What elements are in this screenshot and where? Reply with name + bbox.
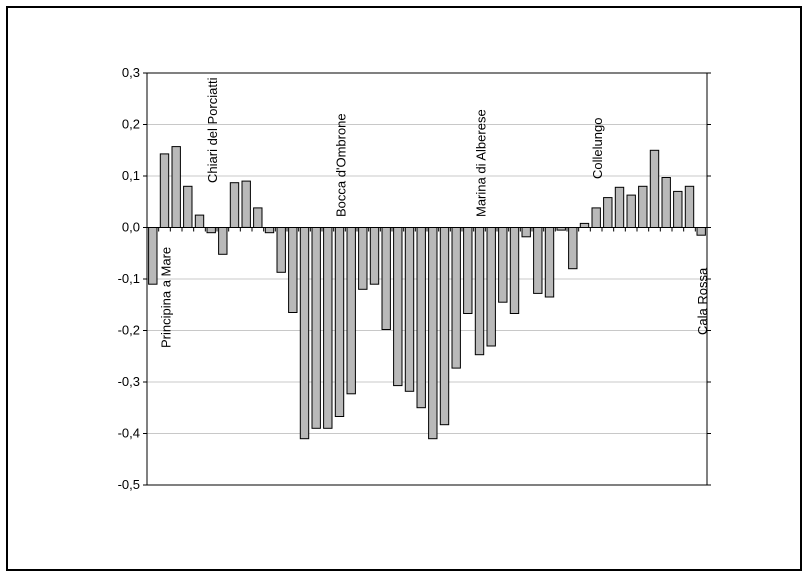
bar <box>346 227 356 395</box>
bar <box>241 180 251 228</box>
gridlines <box>147 72 707 486</box>
bar <box>463 227 473 314</box>
bar <box>603 197 613 229</box>
y-axis-ticks: -0,5 -0,4 -0,3 -0,2 -0,1 0,0 0,1 0,2 0,3 <box>118 65 711 492</box>
bar <box>323 227 333 429</box>
bar <box>404 227 415 392</box>
bar <box>474 227 485 356</box>
bar <box>591 207 601 228</box>
bar <box>614 186 625 229</box>
bar <box>416 227 426 409</box>
y-tick-label: 0,2 <box>122 117 140 132</box>
bar <box>381 227 391 330</box>
y-tick-label: -0,2 <box>118 323 140 338</box>
bar <box>451 227 461 369</box>
location-annotation: Bocca d'Ombrone <box>334 113 349 217</box>
bar <box>334 227 345 417</box>
bar <box>509 227 520 314</box>
bar <box>183 185 193 229</box>
y-tick-label: -0,5 <box>118 477 140 492</box>
chart-frame: -0,5 -0,4 -0,3 -0,2 -0,1 0,0 0,1 0,2 0,3 Princip… <box>6 6 802 571</box>
bar <box>253 207 263 228</box>
bar <box>626 194 636 229</box>
bar <box>358 227 368 290</box>
bar <box>638 185 648 229</box>
bar <box>544 227 555 298</box>
bar <box>486 227 496 347</box>
location-annotation: Collelungo <box>590 118 605 179</box>
bar <box>568 227 578 270</box>
y-tick-label: 0,1 <box>122 168 140 183</box>
bar-chart: -0,5 -0,4 -0,3 -0,2 -0,1 0,0 0,1 0,2 0,3 Princip… <box>118 65 711 492</box>
bar <box>673 190 683 228</box>
bars <box>148 146 706 440</box>
bar <box>194 214 205 229</box>
bar <box>533 227 543 294</box>
bar <box>661 177 671 228</box>
bar <box>498 227 508 303</box>
y-tick-label: 0,0 <box>122 220 140 235</box>
bar <box>276 227 286 273</box>
y-tick-label: -0,4 <box>118 426 140 441</box>
bar <box>521 227 531 238</box>
bar <box>428 227 438 440</box>
location-annotation: Marina di Alberese <box>474 109 489 217</box>
bar <box>171 146 181 229</box>
bar <box>218 227 228 255</box>
bar <box>393 227 403 387</box>
bar <box>148 227 158 285</box>
location-annotation: Chiari del Porciatti <box>205 77 220 183</box>
bar <box>649 149 660 228</box>
bar <box>369 227 380 285</box>
annotations: Principina a Mare Chiari del Porciatti Boc… <box>159 77 711 348</box>
bar <box>311 227 321 429</box>
y-tick-label: -0,1 <box>118 271 140 286</box>
bar <box>696 227 706 236</box>
bar <box>206 227 216 234</box>
location-annotation: Principina a Mare <box>159 247 174 348</box>
y-tick-label: -0,3 <box>118 374 140 389</box>
bar <box>264 227 275 234</box>
bar <box>159 153 170 228</box>
y-tick-label: 0,3 <box>122 65 140 80</box>
bar <box>229 182 240 228</box>
bar <box>299 227 310 440</box>
bar <box>288 227 298 313</box>
bar <box>579 222 590 228</box>
bar <box>439 227 450 426</box>
bar <box>684 185 695 229</box>
location-annotation: Cala Rossa <box>695 267 710 335</box>
